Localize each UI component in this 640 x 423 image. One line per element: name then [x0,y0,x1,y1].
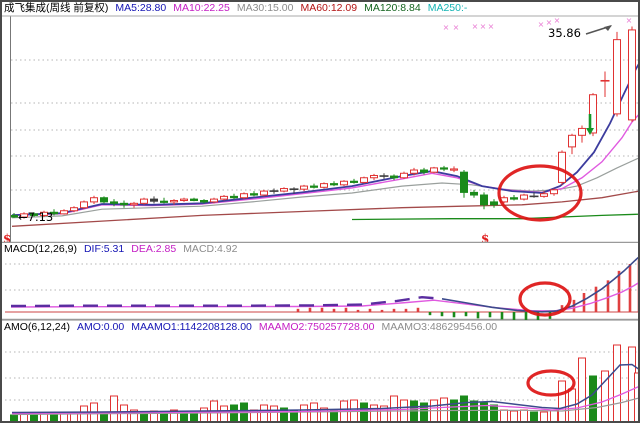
maamo2-value: MAAMO2:750257728.00 [258,321,375,333]
event-mark-icon: × [554,16,561,25]
event-mark-icon: × [538,20,545,29]
dividend-mark-icon: $ [3,232,11,246]
highlight-circle-1 [497,164,583,222]
amo-pane [5,344,638,421]
ma5-value: MA5:28.80 [115,2,167,14]
dea-line [10,282,638,312]
highlight-circle-3 [526,369,576,397]
macd-value: MACD:4.92 [183,243,238,255]
dif-value: DIF:5.31 [83,243,125,255]
event-mark-icon: × [443,23,450,32]
ma120-value: MA120:8.84 [364,2,421,14]
amo-value: AMO:0.00 [76,321,125,333]
ma250-value: MA250:- [427,2,468,14]
amo-header-bar: AMO(6,12,24) AMO:0.00 MAAMO1:1142208128.00… [2,321,638,334]
candles-layer [11,26,636,219]
left-edge-price-label: ←7.13 [18,210,53,224]
event-mark-icon: × [626,16,633,25]
amo-indicator-name: AMO(6,12,24) [4,321,70,333]
dif-line [441,256,638,313]
highlight-circle-2 [518,281,572,317]
event-mark-icon: × [480,22,487,31]
high-price-label: 35.86 [548,26,581,40]
macd-header-bar: MACD(12,26,9) DIF:5.31 DEA:2.85 MACD:4.92 [2,243,638,256]
ma-line-ma120 [351,213,638,221]
maamo1-value: MAAMO1:1142208128.00 [131,321,252,333]
maamo3-value: MAAMO3:486295456.00 [381,321,498,333]
event-mark-icon: × [472,22,479,31]
amo-ma-line-maamo1 [11,363,638,414]
ma10-value: MA10:22.25 [173,2,230,14]
macd-pane [5,256,638,320]
ma-line-ma60 [11,190,638,227]
ma30-value: MA30:15.00 [236,2,294,14]
dividend-mark-icon: $ [481,232,489,246]
macd-indicator-name: MACD(12,26,9) [4,243,77,255]
ma60-value: MA60:12.09 [300,2,358,14]
ma-line-ma5 [11,63,638,216]
dea-value: DEA:2.85 [131,243,177,255]
event-mark-icon: × [546,18,553,27]
event-mark-icon: × [488,22,495,31]
kline-header-bar: 成飞集成(周线 前复权) MA5:28.80 MA10:22.25 MA30:15.0… [2,2,638,15]
event-mark-icon: × [453,23,460,32]
main-kline-pane: × × × × × × × × × [11,16,638,227]
dif-line-dashed [10,295,443,308]
amo-ma-line-maamo3 [11,397,638,416]
stock-title: 成飞集成(周线 前复权) [4,2,109,14]
amo-ma-line-maamo2 [11,386,638,415]
